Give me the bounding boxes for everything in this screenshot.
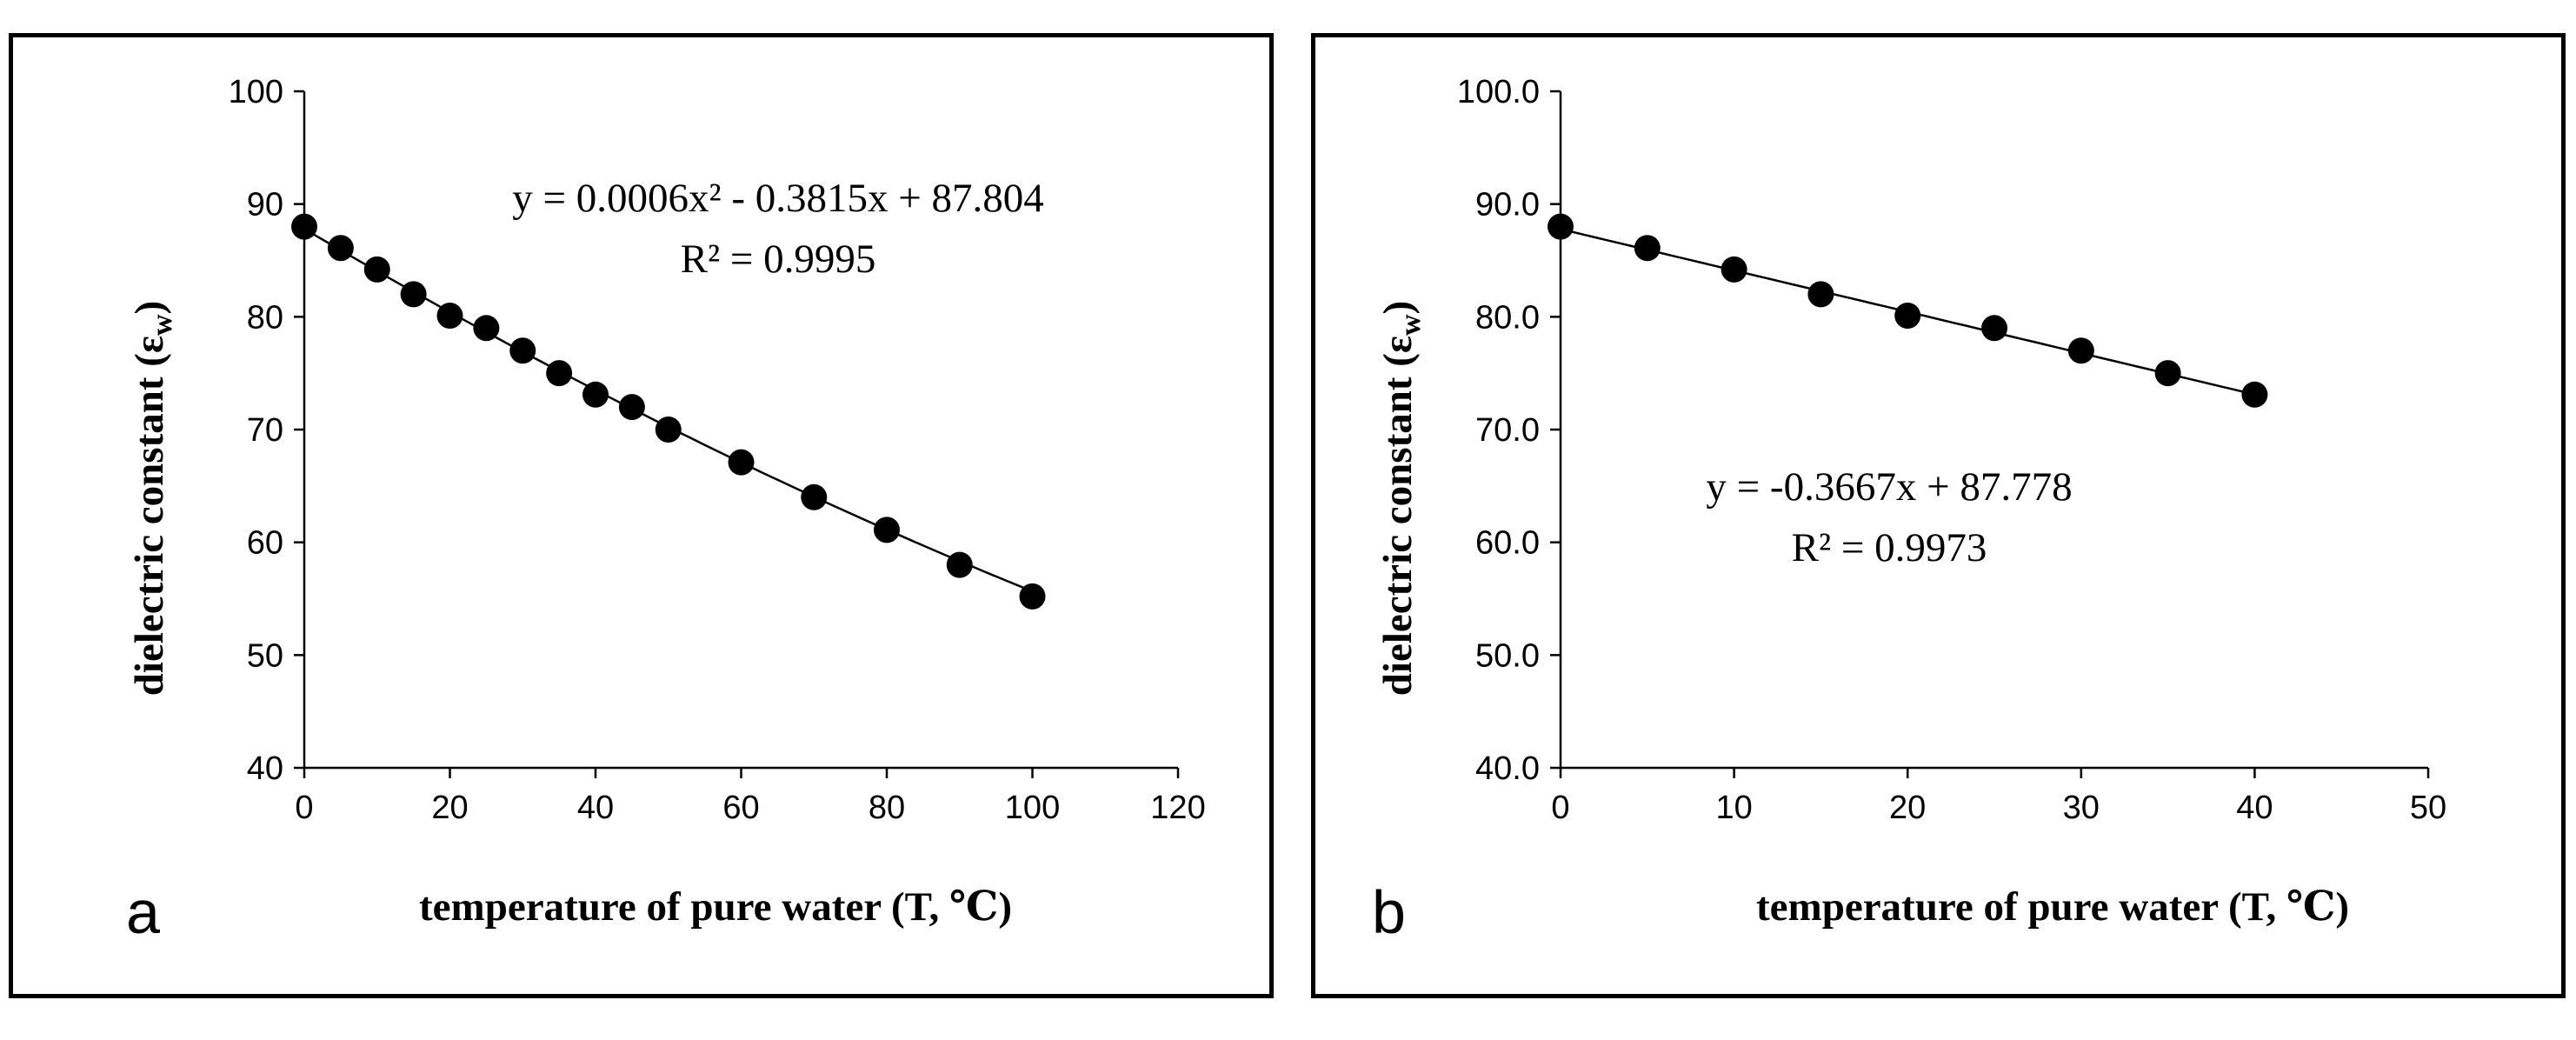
chart-a-data-point [363, 256, 390, 283]
chart-b-x-tick-label: 40 [2236, 790, 2273, 826]
chart-a-y-tick-label: 40 [247, 750, 283, 787]
chart-a-data-point [582, 381, 609, 408]
chart-a-data-point [655, 417, 682, 443]
chart-b-data-point [1548, 213, 1574, 240]
chart-a-x-tick-label: 20 [431, 790, 468, 826]
chart-a-y-tick-label: 70 [247, 412, 283, 449]
chart-a-x-tick-label: 60 [722, 790, 759, 826]
chart-b-x-tick-label: 20 [1889, 790, 1926, 826]
chart-a-data-point [436, 303, 463, 330]
chart-b-x-tick-label: 10 [1715, 790, 1752, 826]
chart-a-y-tick-label: 50 [247, 637, 283, 674]
chart-b-y-tick-label: 100.0 [1457, 74, 1540, 110]
chart-a-data-point [874, 517, 900, 543]
chart-b-data-point [1807, 281, 1834, 308]
chart-b-y-tick-label: 70.0 [1475, 412, 1540, 449]
chart-b-equation: y = -0.3667x + 87.778 [1706, 464, 2072, 510]
chart-b-x-tick-label: 0 [1551, 790, 1569, 826]
chart-b-x-axis-title: temperature of pure water (T, ℃) [1756, 884, 2349, 930]
chart-a-data-point [546, 360, 573, 387]
chart-b-data-point [1634, 235, 1661, 262]
chart-b-r-squared: R² = 0.9973 [1792, 525, 1987, 570]
chart-b-data-point [1721, 256, 1747, 283]
chart-b-x-tick-label: 50 [2410, 790, 2446, 826]
chart-a-x-tick-label: 40 [577, 790, 614, 826]
chart-b-panel-letter: b [1372, 878, 1406, 946]
chart-b-data-point [1894, 303, 1921, 330]
chart-b-y-axis-title: dielectric constant (εw) [1375, 301, 1427, 696]
chart-a-data-point [291, 213, 317, 240]
chart-panel-a: dielectric constant (εw) temperature of … [9, 33, 1274, 998]
chart-a-data-point [801, 483, 828, 510]
chart-b-data-point [2241, 381, 2268, 408]
chart-a-x-tick-label: 0 [295, 790, 313, 826]
chart-b-y-tick-label: 90.0 [1475, 187, 1540, 223]
chart-panel-b: dielectric constant (εw) temperature of … [1311, 33, 2566, 998]
chart-a-y-tick-label: 100 [229, 74, 283, 110]
chart-b-y-tick-label: 50.0 [1475, 637, 1540, 674]
chart-a-x-tick-label: 100 [1005, 790, 1060, 826]
chart-b-y-tick-label: 60.0 [1475, 525, 1540, 562]
chart-a-data-point [509, 337, 536, 364]
chart-a-y-tick-label: 90 [247, 187, 283, 223]
chart-b-svg: dielectric constant (εw) temperature of … [1372, 74, 2446, 946]
chart-a-x-axis-title: temperature of pure water (T, ℃) [419, 884, 1012, 930]
chart-a-x-tick-label: 80 [869, 790, 905, 826]
chart-a-data-point [618, 394, 645, 421]
chart-a-y-tick-label: 60 [247, 525, 283, 562]
chart-a-data-point [946, 551, 973, 578]
chart-a-data-point [1019, 583, 1046, 610]
chart-a-data-point [728, 449, 755, 476]
chart-b-y-tick-label: 80.0 [1475, 299, 1540, 336]
chart-a-data-point [400, 281, 427, 308]
chart-a-svg: dielectric constant (εw) temperature of … [126, 74, 1206, 946]
chart-b-data-point [2154, 360, 2181, 387]
chart-b-y-tick-label: 40.0 [1475, 750, 1540, 787]
chart-a-equation: y = 0.0006x² - 0.3815x + 87.804 [512, 176, 1044, 221]
chart-b-data-point [2067, 337, 2094, 364]
chart-a-panel-letter: a [126, 878, 160, 946]
chart-a-y-tick-label: 80 [247, 299, 283, 336]
chart-a-data-point [473, 315, 500, 342]
chart-a-r-squared: R² = 0.9995 [681, 237, 876, 282]
chart-a-y-axis-title: dielectric constant (εw) [127, 301, 178, 696]
chart-b-data-point [1981, 315, 2007, 342]
chart-a-data-point [327, 235, 354, 262]
chart-a-x-tick-label: 120 [1150, 790, 1205, 826]
chart-b-x-tick-label: 30 [2063, 790, 2100, 826]
